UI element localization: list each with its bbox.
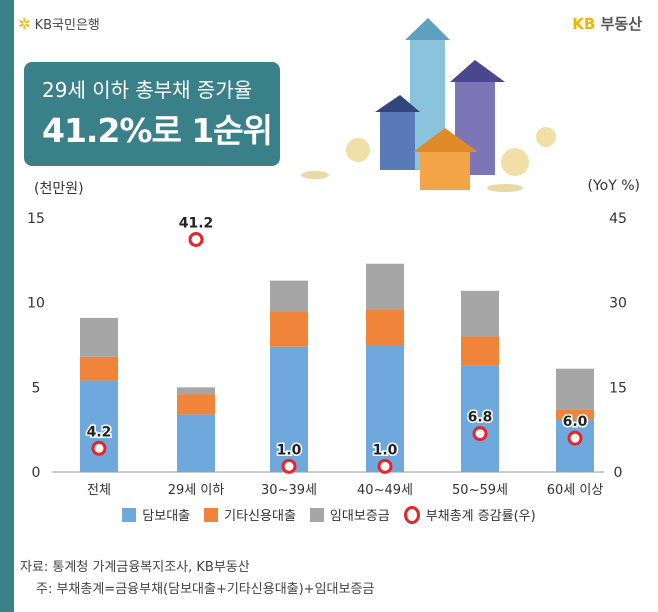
- x-tick-label: 50~59세: [452, 483, 508, 498]
- bar-segment: [556, 409, 594, 420]
- bar-segment: [177, 387, 215, 395]
- bar-segment: [366, 309, 404, 345]
- bar-segment: [80, 380, 118, 472]
- legend-label: 기타신용대출: [224, 509, 296, 524]
- bar-segment: [366, 263, 404, 310]
- yoy-marker: [91, 440, 107, 456]
- side-accent-bar: [0, 0, 14, 612]
- y2-tick-label: 0: [614, 465, 623, 481]
- bar-segment: [270, 311, 308, 347]
- bar-segment: [177, 394, 215, 415]
- yoy-marker: [188, 231, 204, 247]
- bar-segment: [270, 280, 308, 312]
- bar-segment: [556, 419, 594, 472]
- bar-segment: [80, 356, 118, 381]
- x-tick-label: 전체: [87, 483, 111, 498]
- yoy-marker: [472, 426, 488, 442]
- legend-label: 부채총계 증감률(우): [425, 509, 536, 524]
- yoy-label: 1.0: [277, 442, 302, 458]
- kb-bank-logo: ✲ KB국민은행: [18, 14, 100, 34]
- right-axis-unit: (YoY %): [587, 178, 641, 194]
- houses-illustration: [301, 18, 556, 192]
- y2-tick-label: 45: [609, 211, 627, 227]
- legend-item: 담보대출: [122, 505, 190, 524]
- yoy-label: 1.0: [373, 442, 398, 458]
- y2-tick-label: 30: [609, 296, 627, 312]
- y-tick-label: 15: [27, 211, 45, 227]
- legend-item: 임대보증금: [309, 505, 390, 524]
- bar-segment: [461, 336, 499, 366]
- x-tick-label: 60세 이상: [547, 483, 604, 498]
- bank-logo-text: KB국민은행: [34, 18, 100, 33]
- bar-segment: [461, 290, 499, 337]
- legend-item: 기타신용대출: [204, 505, 296, 524]
- legend: 담보대출 기타신용대출 임대보증금 부채총계 증감률(우): [0, 505, 658, 524]
- bar-segment: [270, 346, 308, 472]
- yoy-label: 6.0: [563, 414, 588, 430]
- bar-segment: [556, 368, 594, 410]
- footnote-text: 주: 부채총계=금융부채(담보대출+기타신용대출)+임대보증금: [36, 582, 375, 597]
- y2-tick-label: 15: [609, 380, 627, 396]
- yoy-label: 41.2: [179, 215, 214, 231]
- yoy-marker: [377, 458, 393, 474]
- y-tick-label: 10: [27, 296, 45, 312]
- x-tick-label: 40~49세: [357, 483, 413, 498]
- bar-segment: [461, 365, 499, 472]
- bar-segment: [366, 345, 404, 472]
- bar-segment: [177, 414, 215, 472]
- legend-label: 임대보증금: [329, 509, 390, 524]
- headline-line2: 41.2%로 1순위: [42, 111, 273, 150]
- left-axis-unit: (천만원): [34, 181, 84, 197]
- yoy-label: 6.8: [468, 410, 493, 426]
- headline-line1: 29세 이하 총부채 증가율: [42, 78, 253, 102]
- yoy-marker: [567, 430, 583, 446]
- yoy-marker: [281, 458, 297, 474]
- legend-label: 담보대출: [142, 509, 191, 524]
- y-tick-label: 0: [32, 465, 41, 481]
- headline-banner: 29세 이하 총부채 증가율 41.2%로 1순위: [24, 62, 280, 166]
- bar-segment: [80, 317, 118, 357]
- logo-text: 부동산: [600, 15, 642, 33]
- kb-star-icon: ✲: [18, 14, 31, 33]
- yoy-label: 4.2: [87, 424, 112, 440]
- logo-kb: KB: [572, 15, 596, 33]
- kb-realty-logo: KB 부동산: [572, 13, 642, 34]
- legend-item: 부채총계 증감률(우): [403, 505, 536, 524]
- source-text: 자료: 통계청 가계금융복지조사, KB부동산: [20, 560, 250, 575]
- y-tick-label: 5: [32, 380, 41, 396]
- x-tick-label: 29세 이하: [168, 483, 225, 498]
- x-tick-label: 30~39세: [261, 483, 317, 498]
